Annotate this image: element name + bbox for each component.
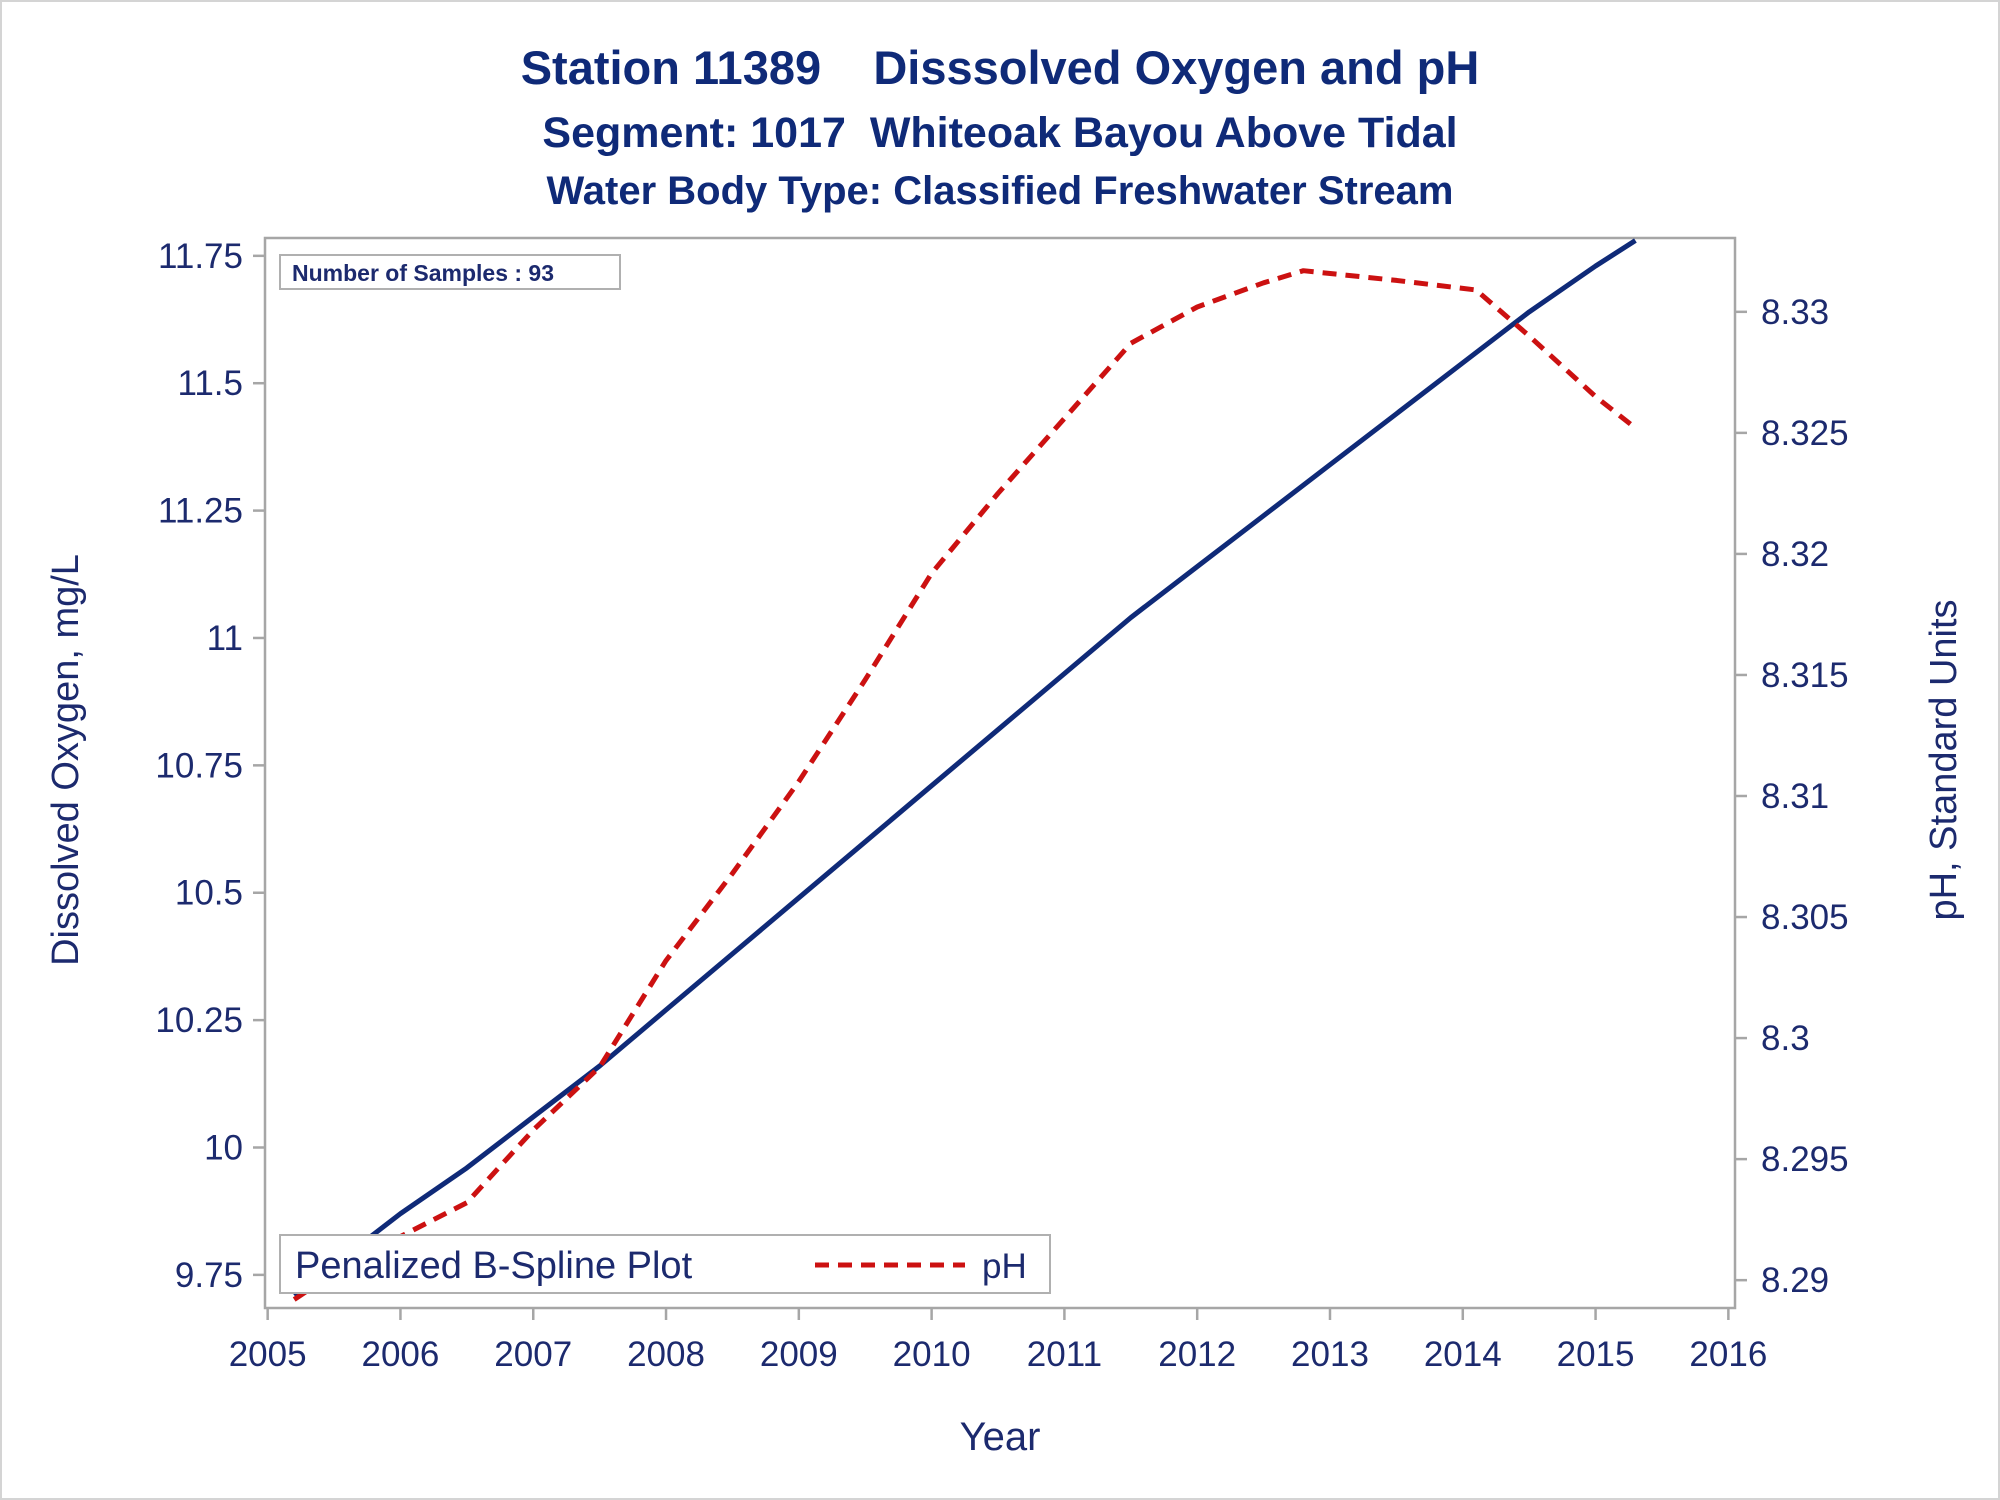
y2-tick-label: 8.295 [1761,1140,1849,1179]
x-tick-label: 2015 [1557,1335,1635,1374]
legend-entry-ph: pH [982,1247,1027,1286]
legend-entry-spline: Penalized B-Spline Plot [295,1245,693,1287]
x-axis-label: Year [960,1415,1041,1459]
x-tick-label: 2009 [760,1335,838,1374]
ph-series-line [292,268,1637,1302]
y2-tick-label: 8.29 [1761,1261,1829,1300]
y-tick-label: 10.25 [155,1001,243,1040]
y-tick-label: 10.5 [175,874,243,913]
y2-tick-label: 8.3 [1761,1019,1810,1058]
y-tick-label: 11.25 [158,492,243,531]
x-axis: 2005 2006 2007 2008 2009 2010 2011 2012 2013 2014… [229,1308,1767,1374]
chart-title: Station 11389 Disssolved Oxygen and pH [520,41,1480,94]
plot-area [263,236,1737,1310]
y2-tick-label: 8.31 [1761,777,1829,816]
y-tick-label: 10 [204,1129,243,1168]
y-axis-label-right: pH, Standard Units [1923,599,1965,920]
y-tick-label: 9.75 [175,1256,243,1295]
chart-subtitle-segment: Segment: 1017 Whiteoak Bayou Above Tidal [542,109,1458,157]
y-tick-label: 11 [207,619,243,658]
x-tick-label: 2014 [1424,1335,1502,1374]
legend: Penalized B-Spline Plot pH [279,1234,1051,1294]
x-tick-label: 2007 [494,1335,572,1374]
y2-tick-label: 8.315 [1761,656,1849,695]
y2-tick-label: 8.32 [1761,535,1829,574]
dissolved-oxygen-series-line [292,238,1637,1298]
y2-tick-label: 8.325 [1761,414,1849,453]
samples-inset: Number of Samples : 93 [279,254,621,290]
x-tick-label: 2011 [1027,1335,1102,1374]
legend-box [279,1234,1051,1294]
y-tick-label: 11.5 [177,364,243,403]
y2-tick-label: 8.305 [1761,898,1849,937]
x-tick-label: 2005 [229,1335,307,1374]
chart-subtitle-water-body: Water Body Type: Classified Freshwater S… [546,169,1454,213]
x-tick-label: 2012 [1158,1335,1236,1374]
y-axis-label-left: Dissolved Oxygen, mg/L [45,554,87,966]
series-layer [292,238,1637,1302]
y-axis-right: 8.29 8.295 8.3 8.305 8.31 8.315 8.32 8.325 8.33 [1735,293,1849,1300]
y-tick-label: 10.75 [155,746,243,785]
y2-tick-label: 8.33 [1761,293,1829,332]
x-tick-label: 2008 [627,1335,705,1374]
x-tick-label: 2006 [362,1335,440,1374]
x-tick-label: 2010 [893,1335,971,1374]
x-tick-label: 2016 [1689,1335,1767,1374]
x-tick-label: 2013 [1291,1335,1369,1374]
y-axis-left: 9.75 10 10.25 10.5 10.75 11 11.25 11.5 11.75 [155,237,265,1295]
samples-count-label: Number of Samples : 93 [292,260,554,286]
y-tick-label: 11.75 [158,237,243,276]
